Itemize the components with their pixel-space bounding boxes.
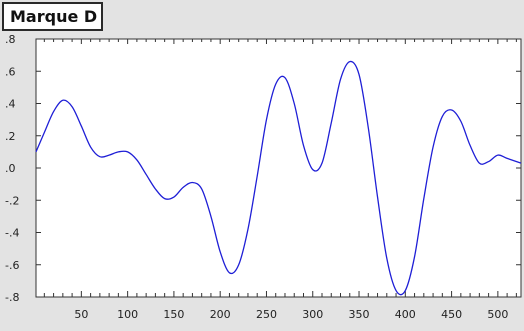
y-tick-label: .0 xyxy=(5,162,16,175)
x-tick-label: 300 xyxy=(302,308,323,321)
series-line xyxy=(35,60,522,296)
y-tick-label: .8 xyxy=(5,33,16,46)
x-tick-label: 500 xyxy=(487,308,508,321)
y-tick-label: -.4 xyxy=(5,227,19,240)
x-tick-label: 200 xyxy=(210,308,231,321)
x-tick-label: 100 xyxy=(117,308,138,321)
y-tick-label: .2 xyxy=(5,130,16,143)
y-tick-label: .6 xyxy=(5,65,16,78)
chart-title: Marque D xyxy=(2,2,103,31)
series-layer xyxy=(35,60,522,296)
y-axis: .8 .6 .4 .2 .0 -.2 -.4 -.6 -.8 xyxy=(5,33,521,304)
y-tick-label: -.8 xyxy=(5,291,19,304)
y-tick-label: -.2 xyxy=(5,194,19,207)
x-tick-label: 250 xyxy=(256,308,277,321)
x-tick-label: 150 xyxy=(163,308,184,321)
x-axis: 50 100 150 200 250 300 350 400 450 500 xyxy=(43,39,517,321)
y-tick-label: -.6 xyxy=(5,259,19,272)
plot-area xyxy=(35,38,522,298)
y-tick-label: .4 xyxy=(5,98,16,111)
x-tick-label: 400 xyxy=(395,308,416,321)
x-tick-label: 50 xyxy=(74,308,88,321)
x-tick-label: 350 xyxy=(349,308,370,321)
x-tick-label: 450 xyxy=(441,308,462,321)
